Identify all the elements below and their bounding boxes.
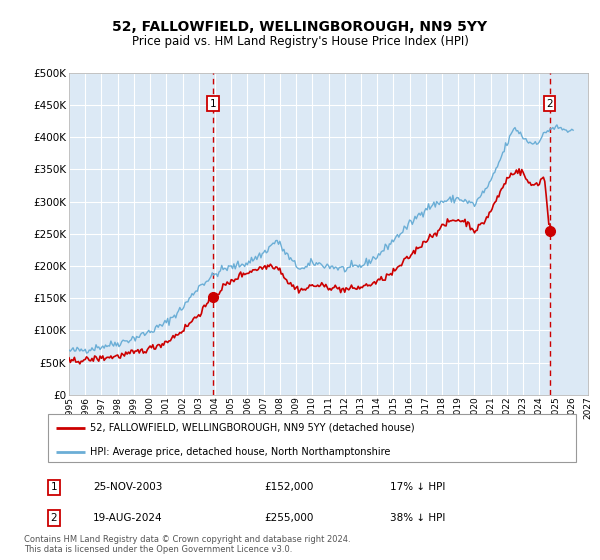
Text: 25-NOV-2003: 25-NOV-2003 xyxy=(93,482,163,492)
Text: 19-AUG-2024: 19-AUG-2024 xyxy=(93,513,163,523)
Text: 38% ↓ HPI: 38% ↓ HPI xyxy=(390,513,445,523)
Text: Contains HM Land Registry data © Crown copyright and database right 2024.: Contains HM Land Registry data © Crown c… xyxy=(24,535,350,544)
Text: 1: 1 xyxy=(50,482,58,492)
Text: Price paid vs. HM Land Registry's House Price Index (HPI): Price paid vs. HM Land Registry's House … xyxy=(131,35,469,48)
Text: HPI: Average price, detached house, North Northamptonshire: HPI: Average price, detached house, Nort… xyxy=(90,446,391,456)
Text: 52, FALLOWFIELD, WELLINGBOROUGH, NN9 5YY (detached house): 52, FALLOWFIELD, WELLINGBOROUGH, NN9 5YY… xyxy=(90,423,415,433)
Bar xyxy=(550,73,588,395)
Text: 1: 1 xyxy=(210,99,217,109)
Text: 17% ↓ HPI: 17% ↓ HPI xyxy=(390,482,445,492)
Text: 2: 2 xyxy=(546,99,553,109)
FancyBboxPatch shape xyxy=(48,414,576,462)
Text: 52, FALLOWFIELD, WELLINGBOROUGH, NN9 5YY: 52, FALLOWFIELD, WELLINGBOROUGH, NN9 5YY xyxy=(112,20,488,34)
Text: This data is licensed under the Open Government Licence v3.0.: This data is licensed under the Open Gov… xyxy=(24,545,292,554)
Text: £152,000: £152,000 xyxy=(264,482,313,492)
Text: £255,000: £255,000 xyxy=(264,513,313,523)
Text: 2: 2 xyxy=(50,513,58,523)
